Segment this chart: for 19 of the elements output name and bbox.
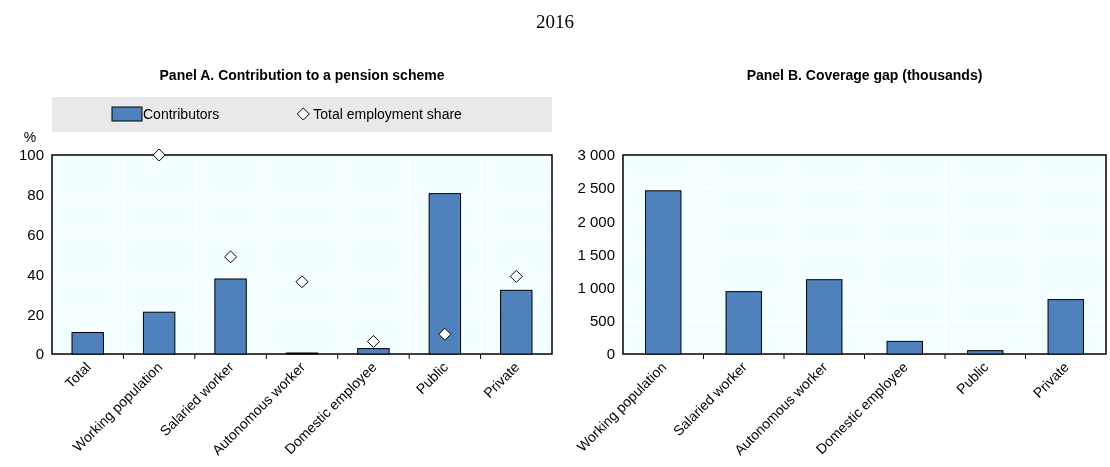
y-tick-label: 0 [606,345,615,363]
y-tick-label: 100 [18,146,44,164]
y-tick-label: 0 [35,345,44,363]
y-tick-label: 500 [589,312,615,330]
chart-title: Panel A. Contribution to a pension scheme [159,67,445,83]
y-tick-label: 2 000 [577,212,615,230]
y-tick-label: 1 500 [577,245,615,263]
chart-title: Panel B. Coverage gap (thousands) [746,67,983,83]
chart-subtitle: 2016 [536,11,574,32]
y-tick-label: 80 [27,186,44,204]
y-tick-label: 1 000 [577,278,615,296]
y-tick-label: 3 000 [577,146,615,164]
y-tick-label: 20 [27,305,44,323]
y-tick-label: 2 500 [577,179,615,197]
legend-label: Total employment share [313,106,463,122]
y-tick-label: 40 [27,265,44,283]
legend-label: Contributors [143,106,220,122]
y-axis-title: % [23,129,37,145]
y-tick-label: 60 [27,225,44,243]
